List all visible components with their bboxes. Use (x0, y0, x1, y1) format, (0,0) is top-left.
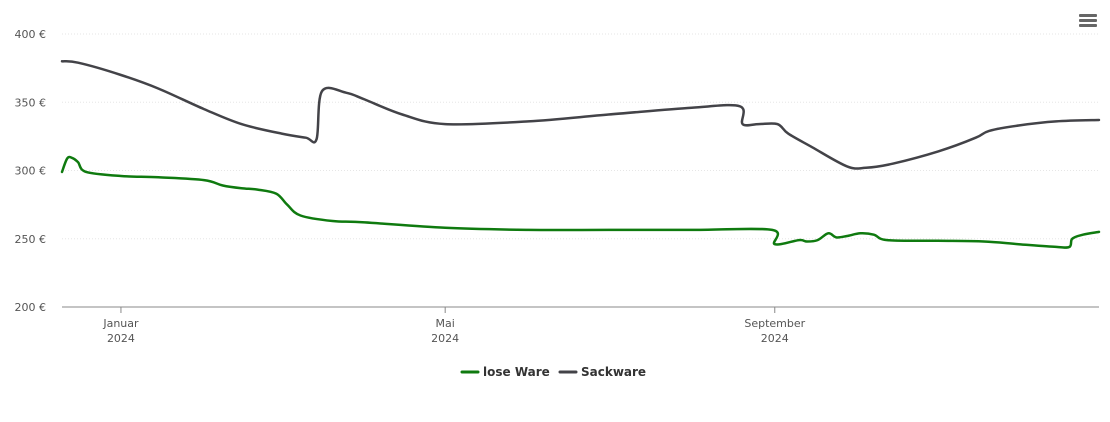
x-tick-month: September (744, 317, 805, 330)
legend-label: lose Ware (483, 365, 550, 379)
chart-menu-icon[interactable] (1077, 12, 1099, 32)
legend-item[interactable]: Sackware (558, 365, 646, 379)
y-tick-label: 200 € (15, 301, 47, 314)
x-axis: Januar 2024 Mai 2024 September 2024 (62, 306, 1099, 345)
x-tick-year: 2024 (431, 332, 459, 345)
menu-bar (1079, 14, 1097, 17)
x-tick-month: Mai (436, 317, 455, 330)
series-line-0[interactable] (60, 155, 1101, 249)
legend-item[interactable]: lose Ware (460, 365, 550, 379)
y-axis: 200 € 250 € 300 € 350 € 400 € (15, 28, 47, 314)
y-tick-label: 250 € (15, 233, 47, 246)
legend-label: Sackware (581, 365, 646, 379)
x-tick-year: 2024 (761, 332, 789, 345)
y-tick-label: 400 € (15, 28, 47, 41)
x-tick-month: Januar (102, 317, 139, 330)
y-tick-label: 350 € (15, 96, 47, 109)
series-line-1[interactable] (60, 59, 1101, 170)
x-tick-year: 2024 (107, 332, 135, 345)
legend[interactable]: lose Ware Sackware (460, 365, 646, 379)
grid-lines (62, 33, 1099, 240)
menu-bar (1079, 19, 1097, 22)
y-tick-label: 300 € (15, 165, 47, 178)
series-lines (60, 59, 1101, 249)
menu-bar (1079, 24, 1097, 27)
